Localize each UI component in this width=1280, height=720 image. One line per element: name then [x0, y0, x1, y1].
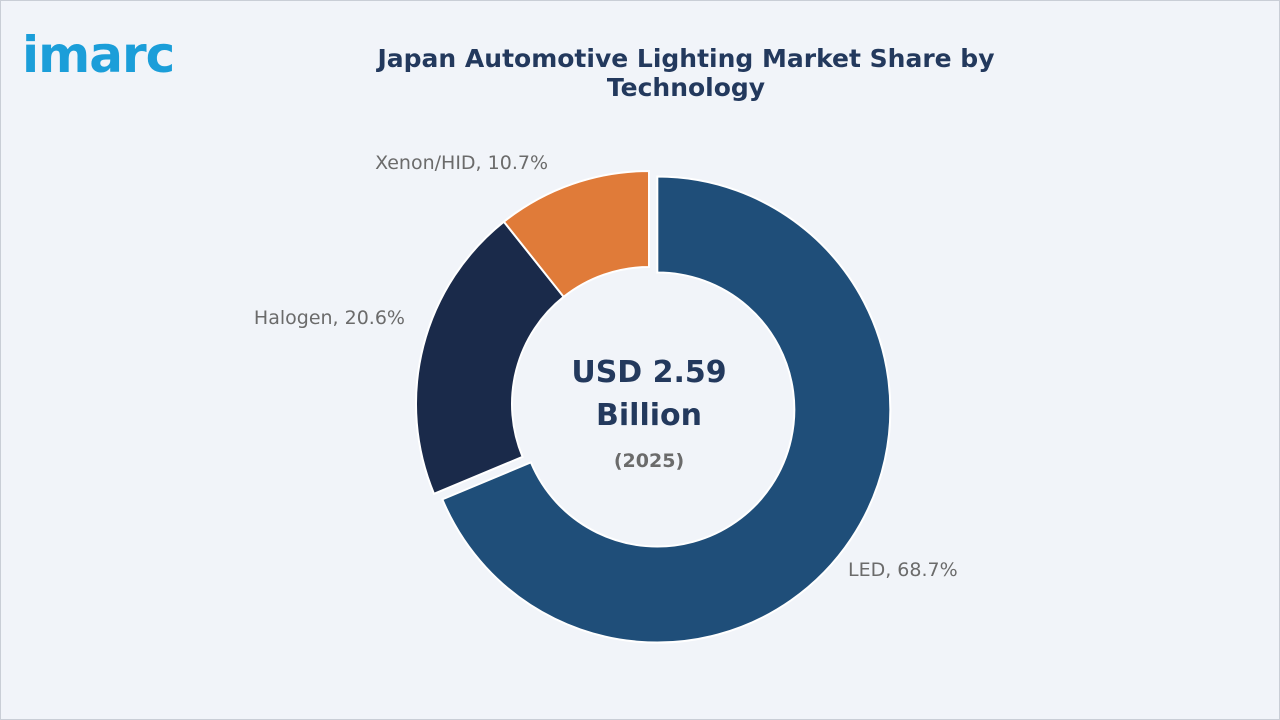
slice-label-halogen: Halogen, 20.6%: [254, 307, 405, 329]
slice-led: [441, 175, 892, 644]
center-value-line2: Billion: [596, 398, 702, 433]
imarc-logo: imarc: [22, 26, 175, 84]
slice-halogen: [415, 220, 566, 496]
slice-label-led: LED, 68.7%: [848, 559, 958, 581]
slice-xenon-hid: [502, 169, 650, 299]
slice-label-xenon-hid: Xenon/HID, 10.7%: [375, 152, 548, 174]
chart-title: Japan Automotive Lighting Market Share b…: [377, 44, 995, 102]
center-value-line1: USD 2.59: [571, 355, 726, 390]
center-year: (2025): [614, 450, 684, 472]
